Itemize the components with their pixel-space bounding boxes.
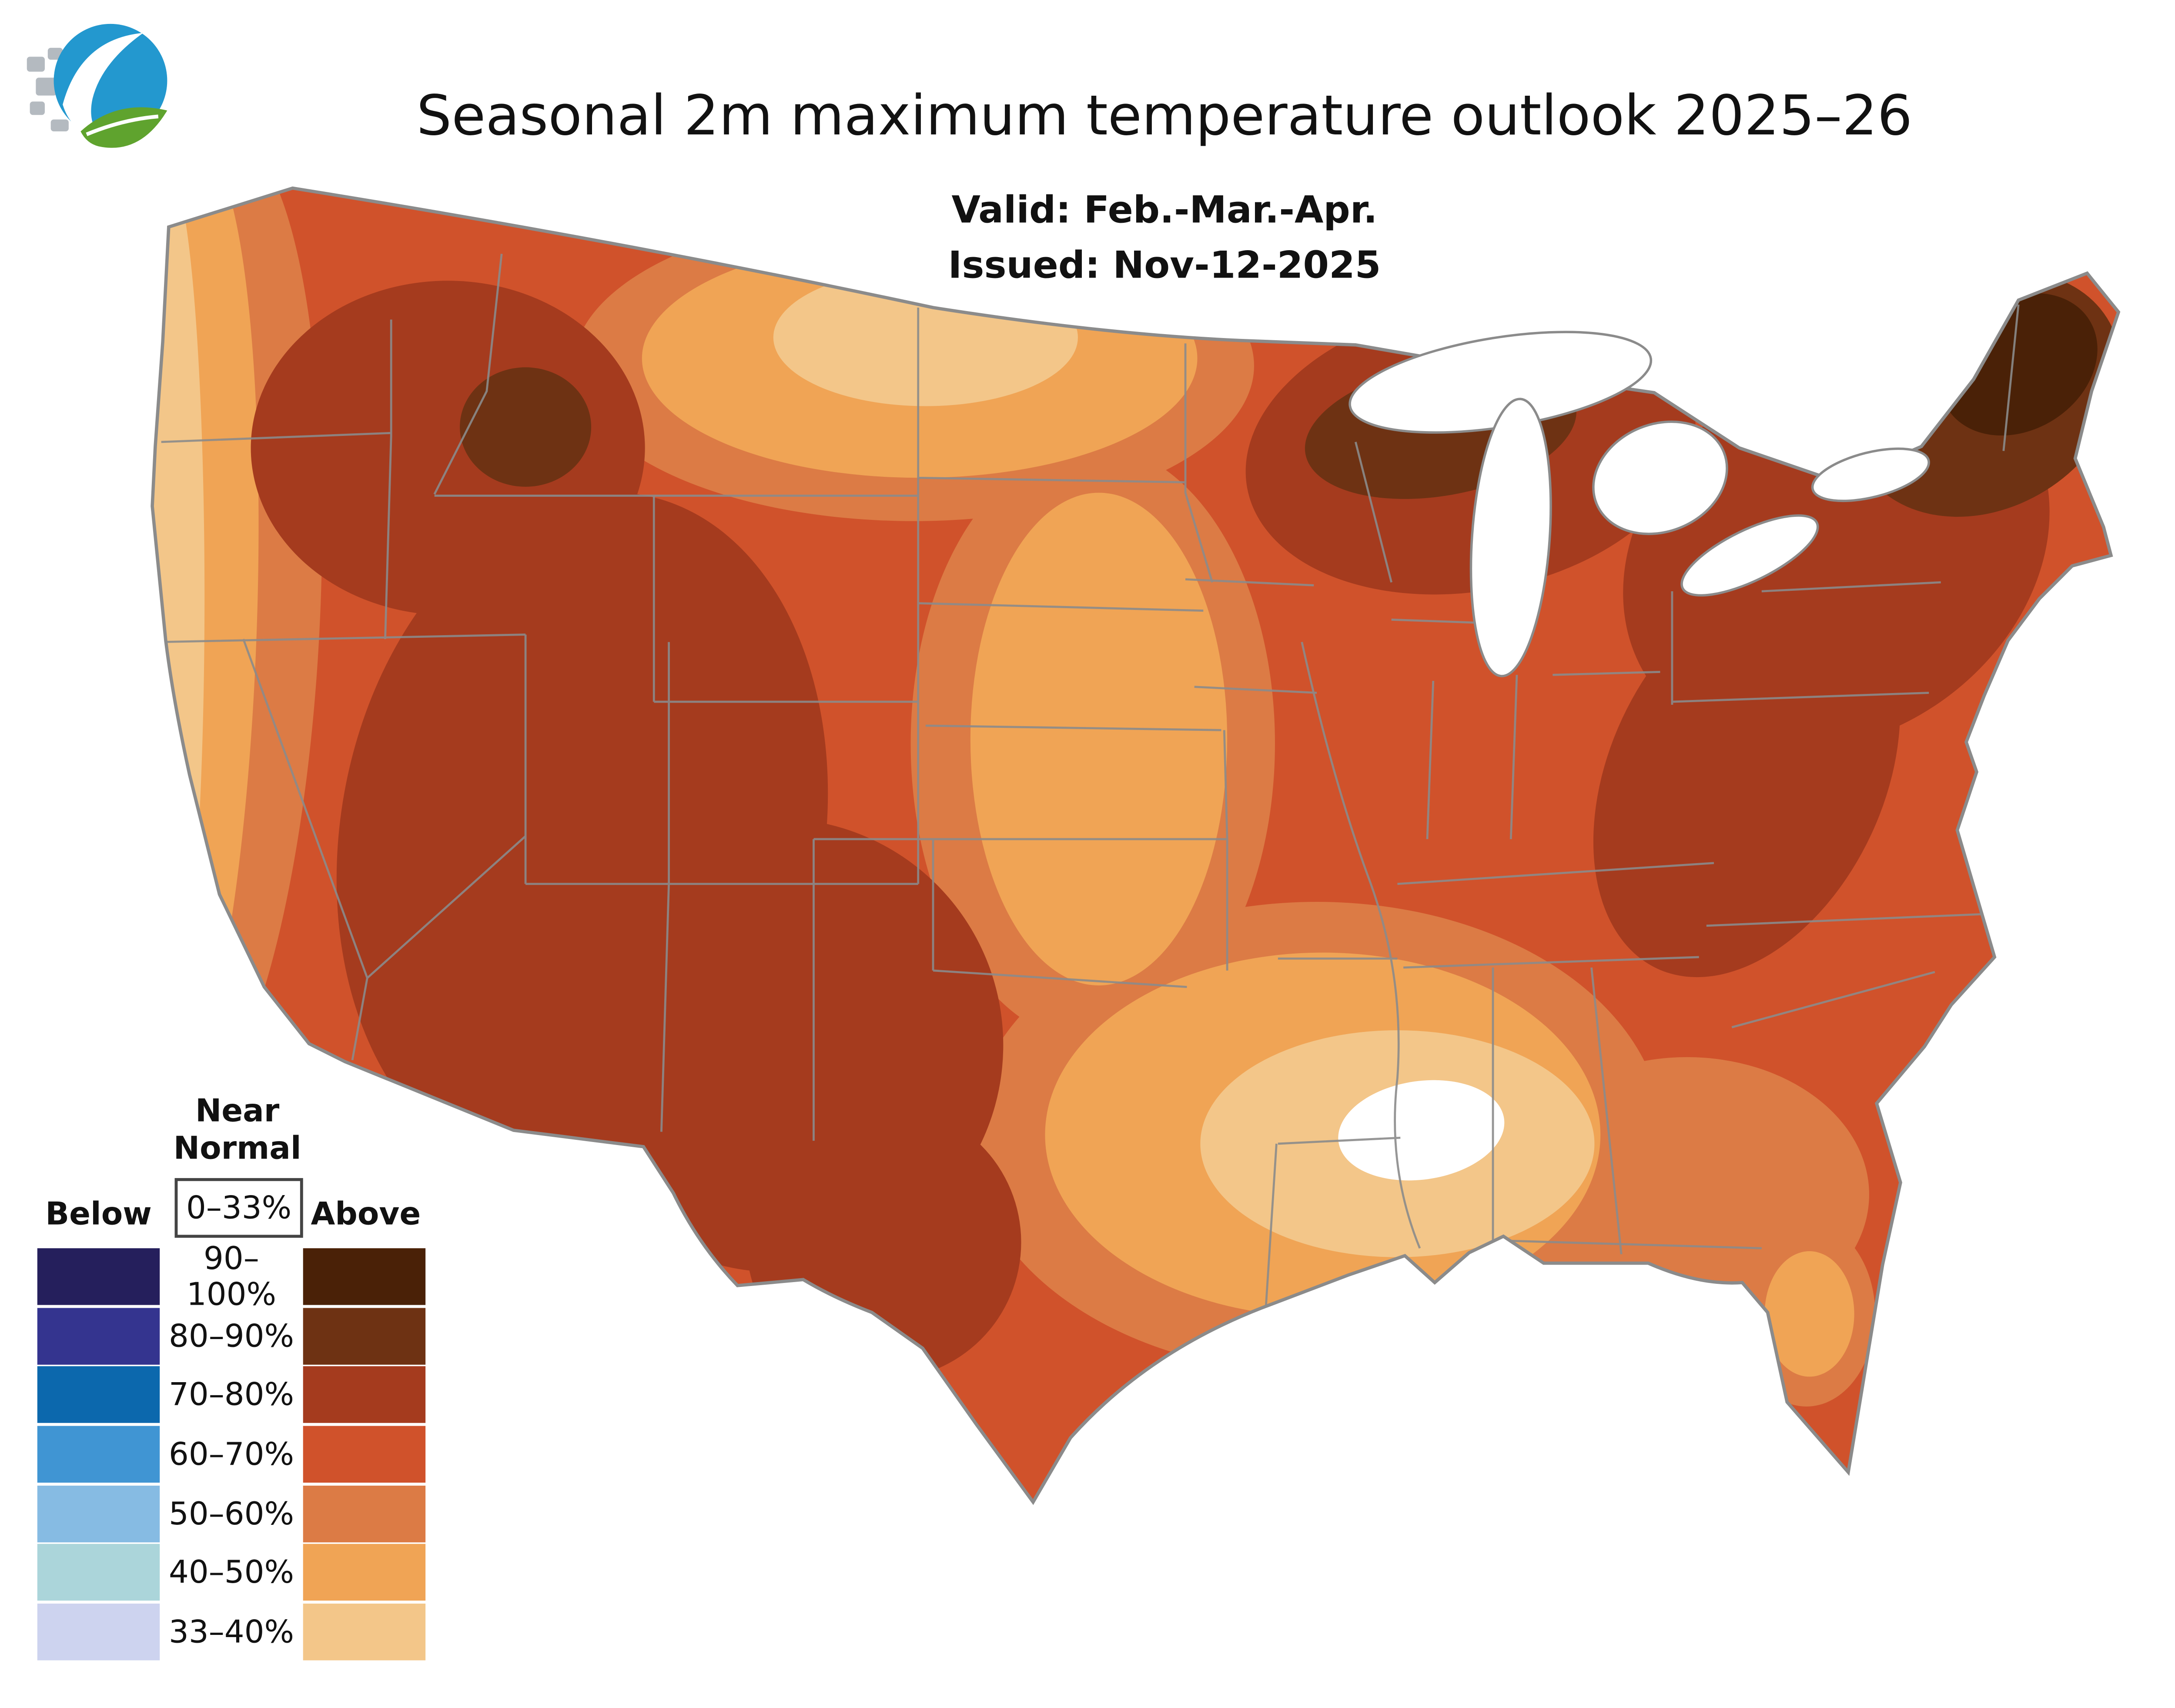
legend-swatch-above (303, 1603, 426, 1661)
contour-above-40-50-central-plains (970, 492, 1228, 986)
us-outline (151, 186, 2121, 1505)
legend-swatch-below (37, 1248, 160, 1305)
legend-below-label: Below (45, 1196, 152, 1232)
contour-above-33-40-dakotas (773, 268, 1078, 406)
legend-row-80-90: 80–90% (37, 1306, 426, 1365)
legend-row-40-50: 40–50% (37, 1543, 426, 1602)
legend-range-label: 80–90% (168, 1317, 294, 1354)
legend-range-label: 90–100% (186, 1240, 276, 1313)
legend-swatch-below (37, 1544, 160, 1601)
legend-row-70-80: 70–80% (37, 1365, 426, 1424)
lake-erie (1680, 514, 1819, 597)
issued-date-label: Issued: Nov-12-2025 (948, 243, 1381, 287)
legend-swatch-above (303, 1485, 426, 1542)
legend-row-33-40: 33–40% (37, 1602, 426, 1661)
contour-above-70-80-appalachia (1593, 576, 1901, 978)
legend-row-60-70: 60–70% (37, 1424, 426, 1484)
legend-swatch-above (303, 1426, 426, 1483)
page-title: Seasonal 2m maximum temperature outlook … (416, 84, 1913, 148)
great-lakes (1348, 331, 1930, 677)
contour-above-33-40-coast-strip (152, 188, 205, 1023)
valid-period-label: Valid: Feb.-Mar.-Apr. (951, 188, 1378, 231)
legend-range-label: 33–40% (168, 1614, 294, 1650)
logo-map-fragment-icon (27, 47, 69, 132)
legend-near-normal-label: Near Normal (173, 1093, 301, 1167)
legend-swatch-above (303, 1307, 426, 1364)
legend-row-90-100: 90–100% (37, 1240, 426, 1312)
legend-swatch-above (303, 1248, 426, 1305)
legend-swatch-below (37, 1366, 160, 1423)
lake-huron (1592, 420, 1728, 535)
legend-near-normal-box: 0–33% (174, 1178, 303, 1238)
legend-near-normal-value: 0–33% (186, 1190, 292, 1226)
logo-leaf-icon (80, 107, 167, 148)
legend-range-label: 50–60% (168, 1495, 294, 1531)
legend-swatch-below (37, 1307, 160, 1364)
legend-swatch-below (37, 1603, 160, 1661)
legend-rows: 90–100% 80–90% 70–80% 60–70% 50–60% 40–5… (37, 1240, 426, 1661)
legend-swatch-below (37, 1485, 160, 1542)
legend-swatch-above (303, 1544, 426, 1601)
lake-ontario (1811, 447, 1930, 502)
legend-swatch-above (303, 1366, 426, 1423)
contour-above-70-80-south-texas (746, 1105, 1021, 1380)
legend-swatch-below (37, 1426, 160, 1483)
legend-range-label: 60–70% (168, 1436, 294, 1472)
legend-range-label: 70–80% (168, 1377, 294, 1413)
legend-row-50-60: 50–60% (37, 1484, 426, 1543)
legend-range-label: 40–50% (168, 1554, 294, 1591)
lake-michigan (1469, 398, 1552, 677)
organization-logo (27, 23, 167, 148)
state-borders (160, 254, 2020, 1305)
legend-above-label: Above (311, 1196, 421, 1232)
contour-above-80-90-idaho-montana (460, 367, 592, 487)
contour-near-normal-mississippi (1338, 1080, 1505, 1181)
contour-above-40-50-florida (1764, 1251, 1854, 1377)
